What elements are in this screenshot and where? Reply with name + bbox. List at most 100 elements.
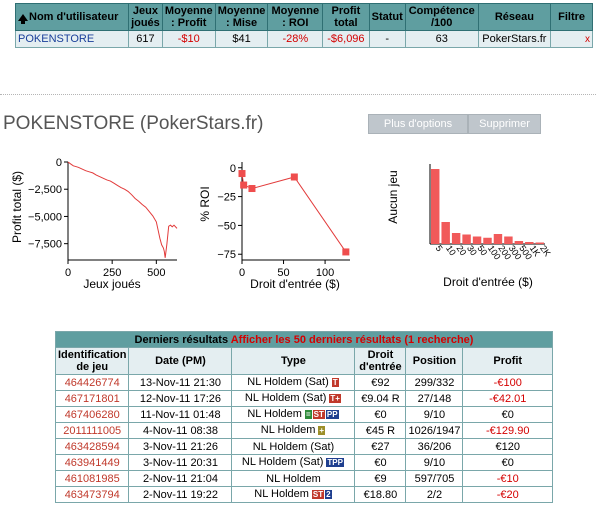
profit-value: -€20 bbox=[462, 486, 553, 503]
game-type-badge: PP bbox=[325, 410, 339, 420]
remove-filter-button[interactable]: x bbox=[550, 30, 593, 48]
col-fee[interactable]: Droit d'entrée bbox=[354, 347, 407, 375]
col-avg-roi[interactable]: Moyenne : ROI bbox=[267, 3, 324, 31]
game-type-badges: TPP bbox=[326, 457, 345, 469]
section-divider bbox=[0, 94, 596, 95]
results-caption-row: Derniers résultats Afficher les 50 derni… bbox=[55, 331, 553, 348]
network-value: PokerStars.fr bbox=[477, 30, 552, 48]
chart3-bar bbox=[493, 234, 503, 244]
profit-total-chart: 0 −2,500 −5,000 −7,500 0 250 500 Jeux joués Pr… bbox=[10, 157, 178, 291]
fee-value: €45 R bbox=[354, 422, 407, 439]
result-row: 464426774 13-Nov-11 21:30 NL Holdem (Sat) T… bbox=[54, 374, 553, 391]
chart2-ytick-label: −25 bbox=[217, 192, 236, 204]
col-type[interactable]: Type bbox=[231, 347, 356, 375]
time-value: 17:26 bbox=[193, 392, 222, 405]
avg-roi-value: -28% bbox=[267, 30, 324, 48]
game-type-badges: = ST PP bbox=[304, 409, 340, 421]
game-type: NL Holdem (Sat) bbox=[247, 376, 329, 389]
chart3-xlabel: Droit d'entrée ($) bbox=[443, 275, 533, 289]
chart3-ylabel: Aucun jeu bbox=[386, 170, 400, 223]
skill-value: 63 bbox=[404, 30, 479, 48]
type-cell: NL Holdem (Sat) bbox=[231, 438, 356, 455]
date-cell: 2-Nov-11 19:22 bbox=[128, 486, 233, 503]
game-type-badges: ST 2 bbox=[311, 489, 333, 501]
date-value: 2-Nov-11 bbox=[142, 472, 188, 485]
game-id-link[interactable]: 463473794 bbox=[54, 486, 130, 503]
result-row: 463941449 3-Nov-11 20:31 NL Holdem (Sat) TP… bbox=[54, 454, 553, 471]
chart2-series-line bbox=[241, 173, 347, 253]
col-username[interactable]: Nom d'utilisateur bbox=[14, 3, 130, 31]
chart3-bar bbox=[525, 242, 534, 244]
chart1-ytick-label: −5,000 bbox=[28, 211, 62, 223]
game-type-badge: = bbox=[304, 410, 312, 420]
result-row: 467171801 12-Nov-11 17:26 NL Holdem (Sat) T… bbox=[54, 390, 553, 407]
col-position[interactable]: Position bbox=[405, 347, 464, 375]
chart2-xtick-label: 0 bbox=[239, 267, 245, 279]
date-value: 3-Nov-11 bbox=[142, 440, 188, 453]
show-50-results-link[interactable]: Afficher les 50 derniers résultats (1 re… bbox=[230, 333, 474, 346]
chart2-point bbox=[290, 173, 298, 181]
date-value: 12-Nov-11 bbox=[139, 392, 191, 405]
chart3-bar bbox=[514, 241, 524, 244]
col-date[interactable]: Date (PM) bbox=[128, 347, 233, 375]
chart3-bar bbox=[462, 234, 471, 244]
game-id-link[interactable]: 464426774 bbox=[54, 374, 130, 391]
time-value: 08:38 bbox=[190, 424, 218, 437]
game-type-badges: T bbox=[331, 377, 340, 389]
game-id-link[interactable]: 463941449 bbox=[54, 454, 130, 471]
chart3-bar bbox=[451, 233, 461, 244]
date-cell: 2-Nov-11 21:04 bbox=[128, 470, 233, 487]
col-total-profit[interactable]: Profit total bbox=[322, 3, 370, 31]
col-status[interactable]: Statut bbox=[368, 3, 406, 31]
profit-value: -€10 bbox=[462, 470, 553, 487]
date-value: 11-Nov-11 bbox=[140, 408, 191, 421]
chart3-xtick-label: 30 bbox=[465, 243, 479, 257]
col-filter[interactable]: Filtre bbox=[550, 3, 593, 31]
fee-value: €27 bbox=[354, 438, 407, 455]
chart2-point bbox=[240, 181, 248, 189]
chart2-point bbox=[238, 170, 246, 178]
col-games[interactable]: Jeux joués bbox=[128, 3, 163, 31]
results-header-row: Identification de jeu Date (PM) Type Dro… bbox=[54, 347, 553, 375]
col-skill[interactable]: Compétence /100 bbox=[404, 3, 479, 31]
game-id-link[interactable]: 463428594 bbox=[54, 438, 130, 455]
game-id-link[interactable]: 467406280 bbox=[54, 406, 130, 423]
position-value: 2/2 bbox=[405, 486, 464, 503]
col-avg-profit[interactable]: Moyenne : Profit bbox=[161, 3, 216, 31]
date-cell: 3-Nov-11 21:26 bbox=[128, 438, 233, 455]
game-id-link[interactable]: 461081985 bbox=[54, 470, 130, 487]
col-network[interactable]: Réseau bbox=[477, 3, 552, 31]
fee-value: €0 bbox=[354, 406, 407, 423]
time-value: 20:31 bbox=[190, 456, 218, 469]
fee-value: €9 bbox=[354, 470, 407, 487]
chart3-xtick-label: 2K bbox=[538, 243, 553, 258]
avg-stake-value: $41 bbox=[214, 30, 269, 48]
result-row: 463428594 3-Nov-11 21:26 NL Holdem (Sat) €2… bbox=[54, 438, 553, 455]
position-value: 36/206 bbox=[405, 438, 464, 455]
sort-up-icon[interactable] bbox=[18, 13, 28, 24]
profit-value: €120 bbox=[462, 438, 553, 455]
type-cell: NL Holdem (Sat) T bbox=[231, 374, 356, 391]
username-link[interactable]: POKENSTORE bbox=[14, 30, 130, 48]
position-value: 9/10 bbox=[405, 406, 464, 423]
chart2-xlabel: Droit d'entrée ($) bbox=[250, 277, 340, 291]
col-profit[interactable]: Profit bbox=[462, 347, 553, 375]
col-game-id[interactable]: Identification de jeu bbox=[54, 347, 130, 375]
fee-value: €9.04 R bbox=[354, 390, 407, 407]
game-id-link[interactable]: 467171801 bbox=[54, 390, 130, 407]
game-type: NL Holdem bbox=[260, 424, 316, 437]
game-type: NL Holdem bbox=[254, 488, 309, 501]
game-type-badge: ST bbox=[311, 490, 325, 500]
chart2-xtick-label: 100 bbox=[316, 267, 334, 279]
more-options-button[interactable]: Plus d'options bbox=[368, 114, 468, 134]
game-type: NL Holdem (Sat) bbox=[252, 440, 335, 453]
profit-value: €0 bbox=[462, 406, 553, 423]
chart2-point bbox=[342, 248, 350, 256]
game-type: NL Holdem bbox=[247, 408, 302, 421]
game-id-link[interactable]: 2011111005 bbox=[54, 422, 130, 439]
type-cell: NL Holdem = ST PP bbox=[231, 406, 356, 423]
type-cell: NL Holdem ST 2 bbox=[231, 486, 356, 503]
col-avg-stake[interactable]: Moyenne : Mise bbox=[214, 3, 269, 31]
delete-button[interactable]: Supprimer bbox=[468, 114, 541, 134]
chart1-xtick-label: 0 bbox=[65, 267, 71, 279]
